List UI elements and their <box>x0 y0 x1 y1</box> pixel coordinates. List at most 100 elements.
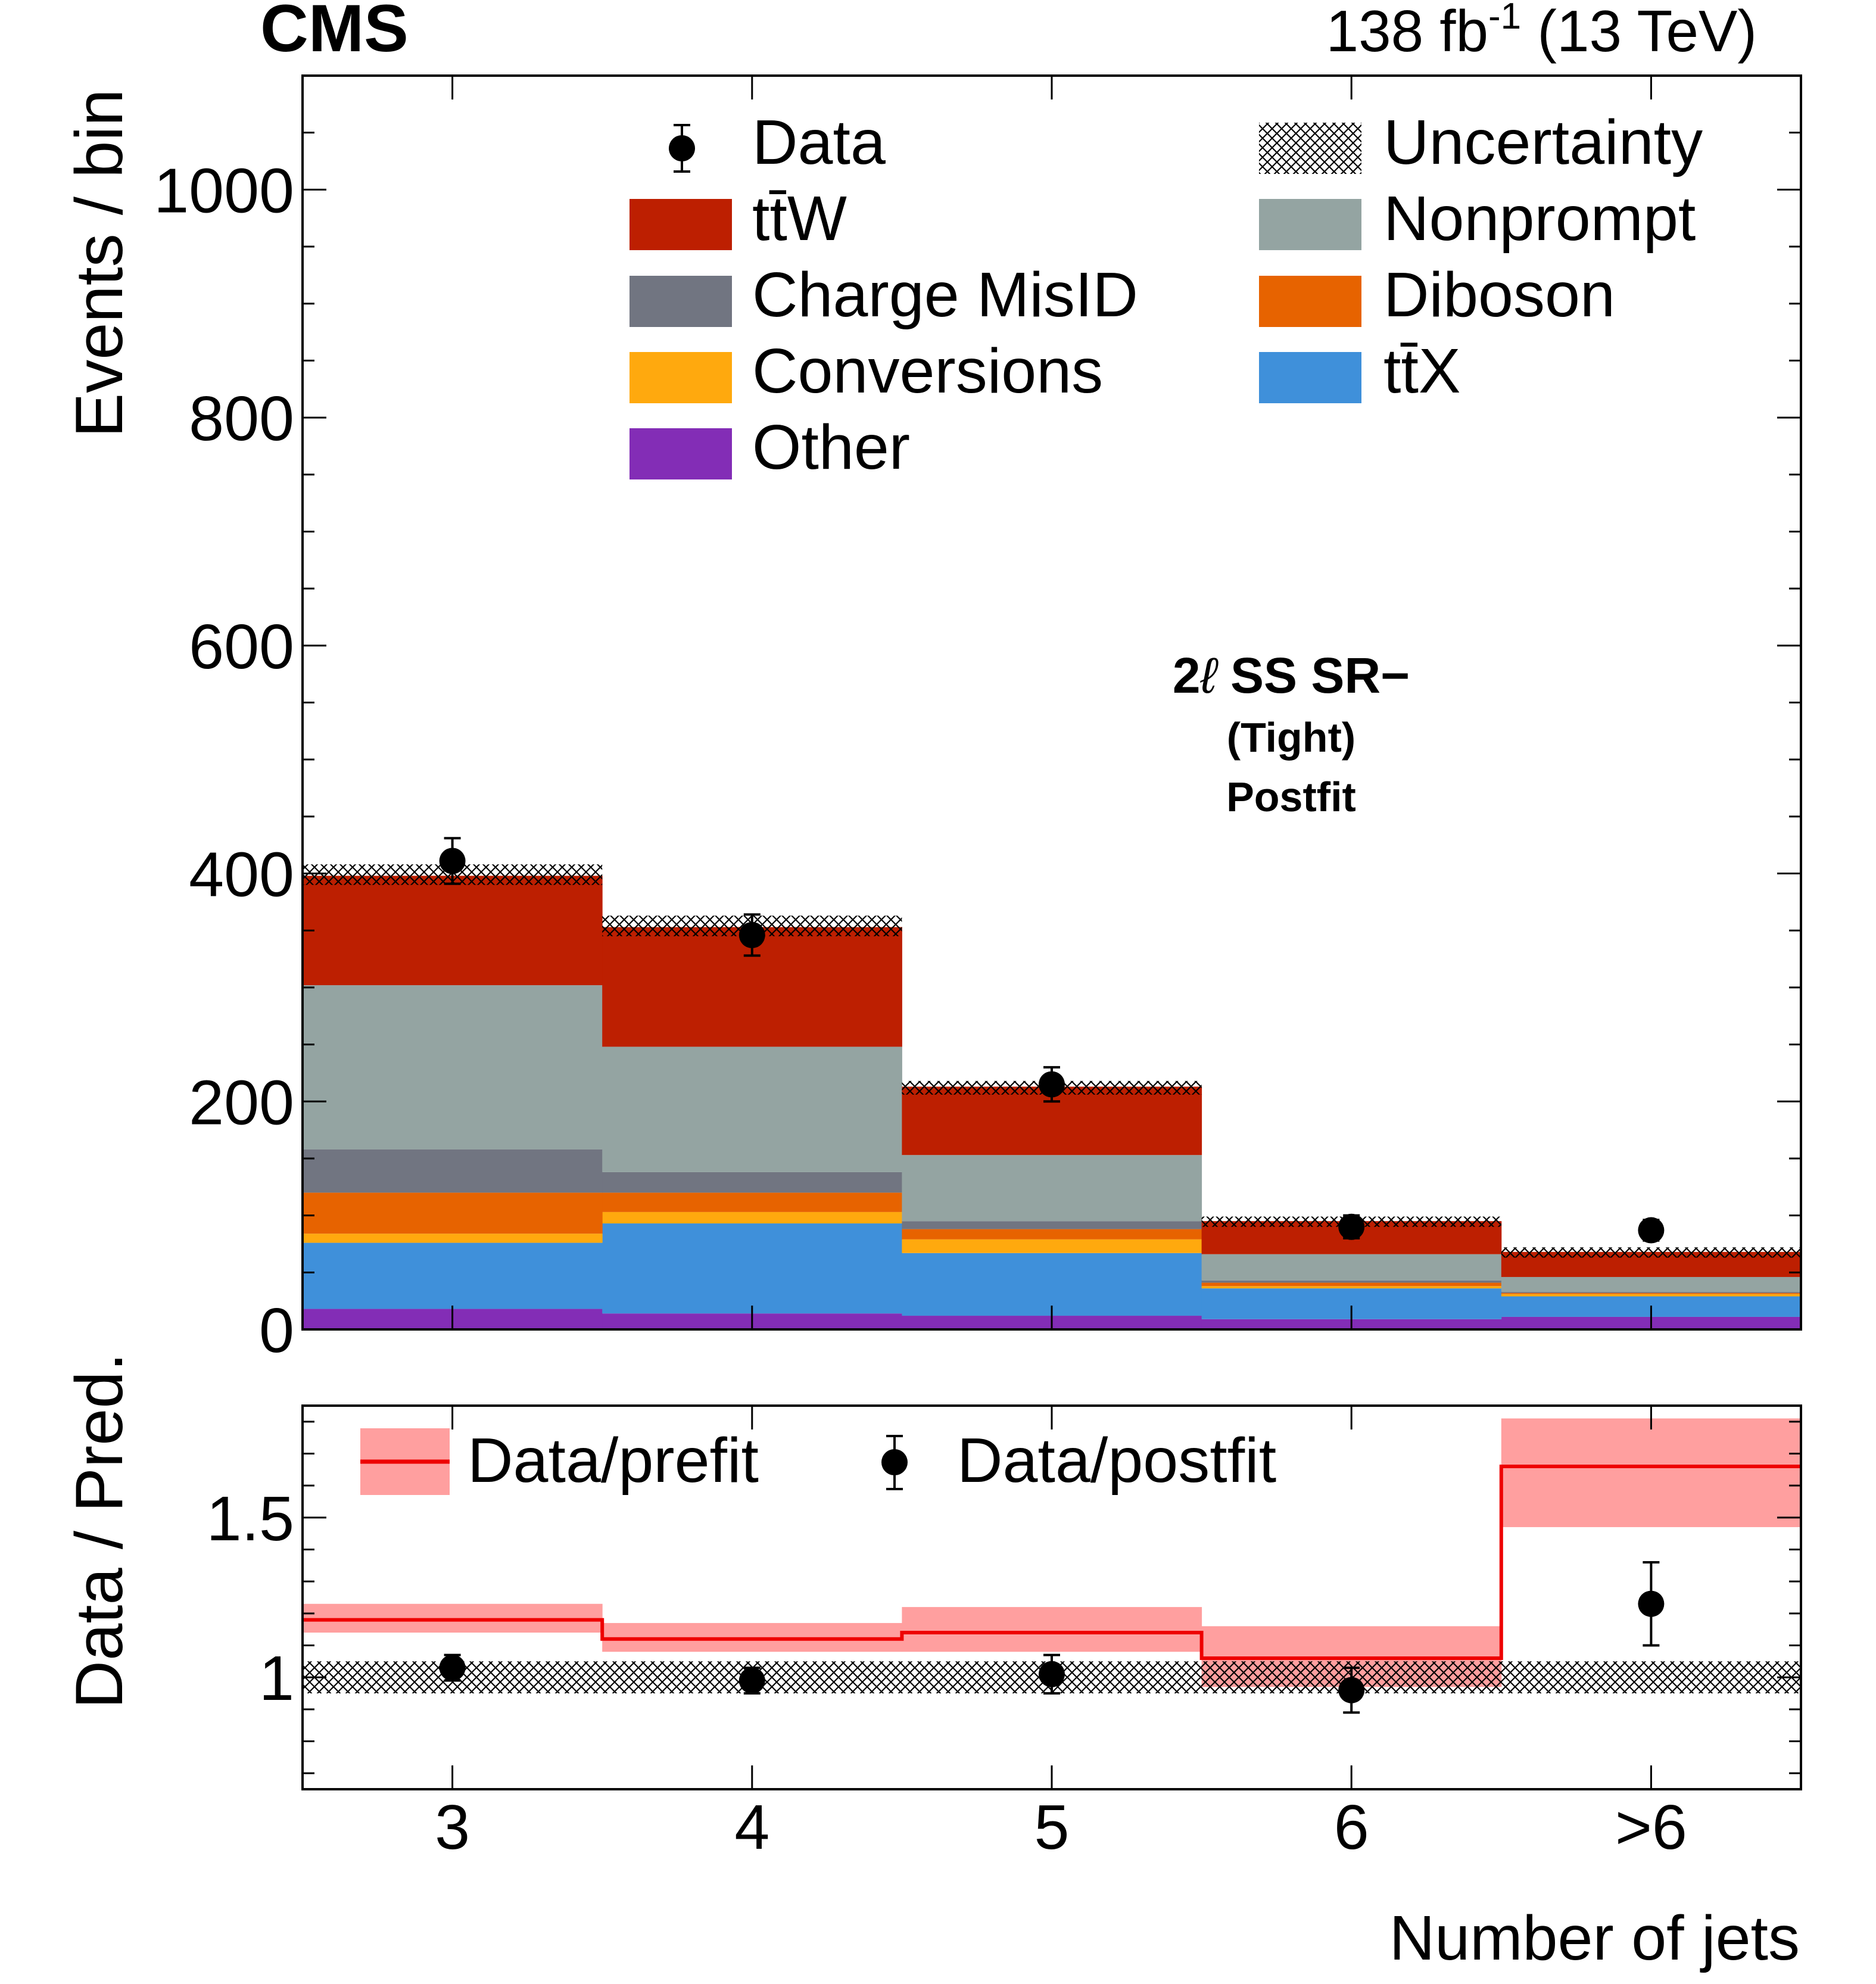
ratio-point-0 <box>439 1655 466 1681</box>
legend-conversions-label: Conversions <box>752 336 1103 406</box>
ratio-ytick-label-1: 1.5 <box>207 1484 294 1554</box>
xtick-label-4: >6 <box>1615 1792 1687 1862</box>
bar-chargemisid-2 <box>902 1221 1202 1229</box>
legend-diboson-swatch <box>1259 276 1361 327</box>
main-data-points <box>439 837 1665 1244</box>
bar-diboson-0 <box>303 1192 603 1234</box>
ratio-ytick-label-0: 1 <box>259 1643 294 1714</box>
bar-diboson-1 <box>602 1192 902 1212</box>
bar-diboson-3 <box>1201 1282 1502 1287</box>
legend-nonprompt-swatch <box>1259 199 1361 250</box>
bar-ttx-1 <box>602 1223 902 1314</box>
ratio-legend-postfit-label: Data/postfit <box>957 1425 1276 1496</box>
ratio-postfit-points <box>439 1561 1665 1714</box>
region-prefix: 2 <box>1173 647 1201 703</box>
main-ytick-label-400: 400 <box>189 840 294 910</box>
legend-chargemisid-swatch <box>630 276 732 327</box>
bar-conversions-2 <box>902 1239 1202 1253</box>
region-suffix: SS SR− <box>1217 647 1410 703</box>
main-ytick-label-1000: 1000 <box>154 155 294 226</box>
ratio-point-1 <box>738 1667 765 1694</box>
bar-conversions-1 <box>602 1211 902 1224</box>
main-axes: 0 200 400 600 800 1000 <box>154 74 1801 1366</box>
data-point-3 <box>1338 1213 1365 1240</box>
lumi-energy: (13 TeV) <box>1521 0 1757 64</box>
bar-diboson-4 <box>1501 1292 1802 1294</box>
bar-nonprompt-1 <box>602 1046 902 1172</box>
legend-ttw-label: tt̄W <box>752 183 847 254</box>
bar-nonprompt-4 <box>1501 1276 1802 1292</box>
legend-ttx-swatch <box>1259 352 1361 403</box>
ratio-point-4 <box>1638 1590 1665 1617</box>
legend-uncertainty-swatch <box>1259 123 1361 174</box>
bar-ttw-0 <box>303 876 603 986</box>
ratio-ylabel: Data / Pred. <box>62 1353 136 1709</box>
legend-data-label: Data <box>752 107 886 177</box>
xtick-label-1: 4 <box>734 1792 769 1862</box>
lumi-value: 138 fb <box>1326 0 1488 64</box>
data-point-4 <box>1638 1217 1665 1244</box>
legend-ttw-swatch <box>630 199 732 250</box>
legend-ttw: tt̄W <box>630 183 847 254</box>
legend-ttx-label: tt̄X <box>1383 336 1461 406</box>
legend: Data tt̄W Charge MisID Conversions Other… <box>630 107 1703 482</box>
ratio-point-3 <box>1338 1677 1365 1703</box>
legend-conversions: Conversions <box>630 336 1103 406</box>
legend-other-label: Other <box>752 412 910 482</box>
bar-nonprompt-2 <box>902 1155 1202 1222</box>
ratio-prefit-line <box>303 1464 1801 1660</box>
legend-other-swatch <box>630 428 732 479</box>
bar-conversions-4 <box>1501 1294 1802 1297</box>
ratio-legend: Data/prefit Data/postfit <box>360 1425 1276 1496</box>
postfit-label: Postfit <box>1226 774 1356 820</box>
data-point-1 <box>738 921 765 948</box>
legend-chargemisid: Charge MisID <box>630 260 1138 330</box>
bar-conversions-0 <box>303 1234 603 1243</box>
main-ytick-label-0: 0 <box>259 1295 294 1366</box>
ratio-prefit-step <box>303 1464 1801 1660</box>
bar-chargemisid-0 <box>303 1149 603 1193</box>
lumi-label: 138 fb-1 (13 TeV) <box>1326 0 1757 64</box>
uncertainty-band-4 <box>1501 1247 1801 1258</box>
legend-uncertainty: Uncertainty <box>1259 107 1703 177</box>
legend-other: Other <box>630 412 910 482</box>
data-point-0 <box>439 848 466 874</box>
ratio-legend-prefit-label: Data/prefit <box>468 1425 759 1496</box>
legend-diboson: Diboson <box>1259 260 1615 330</box>
legend-chargemisid-label: Charge MisID <box>752 260 1138 330</box>
region-label: 2ℓ SS SR− <box>1173 647 1410 703</box>
xtick-label-2: 5 <box>1034 1792 1070 1862</box>
bar-ttx-2 <box>902 1253 1202 1316</box>
bar-chargemisid-3 <box>1201 1280 1502 1283</box>
main-ytick-label-600: 600 <box>189 612 294 682</box>
lumi-exponent: -1 <box>1488 0 1521 37</box>
ratio-point-2 <box>1039 1661 1065 1687</box>
legend-data-marker <box>669 135 695 161</box>
bar-chargemisid-1 <box>602 1172 902 1193</box>
ratio-legend-postfit-marker <box>881 1449 908 1475</box>
region-lepton: ℓ <box>1200 647 1219 703</box>
bar-nonprompt-3 <box>1201 1254 1502 1281</box>
main-ytick-label-200: 200 <box>189 1067 294 1138</box>
tight-label: (Tight) <box>1227 714 1355 761</box>
ratio-axes: 1 1.5 3 4 5 6 >6 <box>207 1406 1801 1862</box>
legend-data: Data <box>669 107 886 177</box>
legend-nonprompt-label: Nonprompt <box>1383 183 1696 254</box>
data-point-2 <box>1039 1071 1065 1098</box>
bar-diboson-2 <box>902 1229 1202 1239</box>
legend-ttx: tt̄X <box>1259 336 1461 406</box>
legend-diboson-label: Diboson <box>1383 260 1615 330</box>
main-ylabel: Events / bin <box>62 89 136 437</box>
ratio-prefit-band-2 <box>902 1607 1202 1652</box>
ratio-prefit-band-4 <box>1501 1418 1802 1527</box>
xtick-label-0: 3 <box>435 1792 470 1862</box>
legend-uncertainty-label: Uncertainty <box>1383 107 1703 177</box>
main-ytick-label-800: 800 <box>189 384 294 454</box>
legend-conversions-swatch <box>630 352 732 403</box>
legend-nonprompt: Nonprompt <box>1259 183 1696 254</box>
experiment-label: CMS <box>260 0 409 66</box>
bar-chargemisid-4 <box>1501 1291 1802 1293</box>
bar-ttx-0 <box>303 1242 603 1309</box>
bar-conversions-3 <box>1201 1286 1502 1289</box>
